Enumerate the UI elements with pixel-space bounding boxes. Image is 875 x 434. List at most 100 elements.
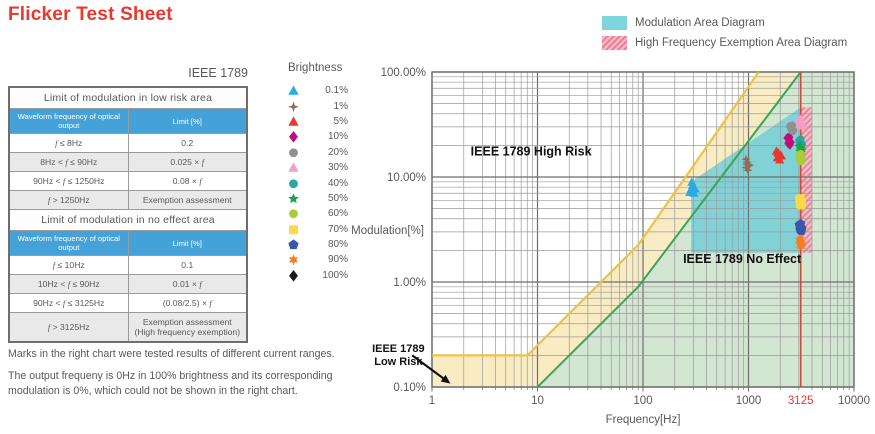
data-point xyxy=(796,140,806,150)
data-point xyxy=(741,162,751,173)
x-tick-label: 3125 xyxy=(788,395,814,407)
brightness-legend-value: 10% xyxy=(327,131,348,143)
area-legend: Modulation Area Diagram High Frequency Ex… xyxy=(602,16,847,56)
data-point xyxy=(796,138,805,147)
series-20pct xyxy=(786,121,798,135)
data-point xyxy=(798,140,807,149)
frequency-cell: f ≤ 10Hz xyxy=(8,255,129,275)
frequency-cell: f > 3125Hz xyxy=(8,312,129,343)
series-10pct xyxy=(783,131,795,150)
data-point xyxy=(795,146,805,156)
data-point xyxy=(786,122,795,131)
data-point xyxy=(785,131,794,143)
annotation-arrow xyxy=(411,354,449,383)
data-point xyxy=(686,184,696,193)
brightness-legend-item: 1% xyxy=(286,98,350,113)
y-tick-label: 1.00% xyxy=(393,277,426,289)
data-point xyxy=(788,121,797,130)
data-point xyxy=(797,142,806,151)
frequency-cell: 10Hz < f ≤ 90Hz xyxy=(8,274,129,294)
data-point xyxy=(773,148,783,157)
x-axis-title: Frequency[Hz] xyxy=(606,414,681,426)
table-row: 10Hz < f ≤ 90Hz 0.01 × f xyxy=(8,274,248,294)
limit-cell: Exemption assessment (High frequency exem… xyxy=(127,312,248,343)
data-point xyxy=(796,237,805,247)
x-tick-label: 100 xyxy=(633,395,652,407)
data-point xyxy=(783,132,792,144)
notes: Marks in the right chart were tested res… xyxy=(8,347,360,405)
brightness-legend: Brightness 0.1% 1% 5% 10% 20% 30% 40% 50% 60% 70%… xyxy=(286,62,350,283)
brightness-legend-title: Brightness xyxy=(288,62,343,74)
column-header-cell: Limit [%] xyxy=(127,108,248,134)
brightness-legend-value: 90% xyxy=(327,254,348,266)
data-point xyxy=(786,137,795,148)
marker-glyph xyxy=(288,162,299,172)
data-point xyxy=(797,119,807,128)
table-row: Waveform frequency of optical output Limi… xyxy=(8,108,248,134)
brightness-legend-item: 30% xyxy=(286,160,350,175)
limit-cell: 0.01 × f xyxy=(127,274,248,294)
brightness-legend-value: 5% xyxy=(333,115,348,127)
brightness-marker-diamond-icon xyxy=(289,269,298,282)
data-point xyxy=(796,149,805,158)
brightness-marker-triangle-icon xyxy=(288,116,299,126)
data-point xyxy=(796,143,806,153)
data-point xyxy=(796,221,806,231)
series-80pct xyxy=(794,218,807,235)
frequency-cell: f > 1250Hz xyxy=(8,190,129,210)
frequency-cell: 8Hz < f ≤ 90Hz xyxy=(8,152,129,172)
data-point xyxy=(771,146,781,155)
series-5pct xyxy=(771,146,786,164)
data-point xyxy=(741,154,751,164)
brightness-marker-pentagon-icon xyxy=(288,239,299,250)
brightness-legend-item: 60% xyxy=(286,206,350,221)
data-point xyxy=(690,184,700,193)
hf-exemption-area xyxy=(800,107,812,253)
brightness-legend-item: 90% xyxy=(286,252,350,267)
brightness-marker-diamond-icon xyxy=(289,131,298,143)
data-point xyxy=(787,124,795,133)
limit-cell: 0.1 xyxy=(127,255,248,275)
data-point xyxy=(772,153,782,162)
series-60pct xyxy=(795,149,807,166)
x-tick-label: 10 xyxy=(531,395,544,407)
x-tick-label: 10000 xyxy=(838,395,870,407)
hf-exemption-area-swatch-icon xyxy=(602,36,627,50)
area-legend-label: Modulation Area Diagram xyxy=(635,17,765,29)
brightness-legend-item: 0.1% xyxy=(286,83,350,98)
table-row: 90Hz < f ≤ 3125Hz (0.08/2.5) × f xyxy=(8,293,248,313)
data-point xyxy=(787,124,796,132)
swatch-fill xyxy=(602,36,627,50)
series-30pct xyxy=(794,114,807,130)
limit-cell: 0.025 × f xyxy=(127,152,248,172)
series-70pct xyxy=(795,194,807,210)
data-point xyxy=(796,234,805,244)
data-point xyxy=(797,241,806,252)
table-row: f > 1250Hz Exemption assessment xyxy=(8,190,248,210)
data-point xyxy=(785,134,794,146)
brightness-legend-value: 50% xyxy=(327,192,348,204)
data-point xyxy=(789,125,798,134)
data-point xyxy=(797,223,807,233)
data-point xyxy=(784,138,793,149)
brightness-legend-value: 20% xyxy=(327,146,348,158)
data-point xyxy=(796,197,805,206)
brightness-legend-item: 20% xyxy=(286,145,350,160)
low-risk-area xyxy=(432,72,801,387)
data-point xyxy=(785,139,794,150)
y-tick-label: 100.00% xyxy=(381,67,426,79)
data-point xyxy=(794,115,804,124)
annotation-text: IEEE 1789 Low Risk xyxy=(372,343,425,368)
marker-glyph xyxy=(289,209,298,219)
brightness-legend-item: 5% xyxy=(286,114,350,129)
brightness-legend-items: 0.1% 1% 5% 10% 20% 30% 40% 50% 60% 70% 80% 90% 100% xyxy=(286,83,350,283)
brightness-legend-item: 100% xyxy=(286,268,350,283)
brightness-legend-item: 40% xyxy=(286,175,350,190)
data-point xyxy=(742,159,752,169)
column-header-cell: Waveform frequency of optical output xyxy=(8,108,129,134)
brightness-legend-value: 40% xyxy=(327,177,348,189)
marker-glyph xyxy=(289,269,298,282)
y-tick-label: 0.10% xyxy=(393,382,426,394)
y-tick-label: 10.00% xyxy=(387,172,426,184)
table-row: Limit of modulation in low risk area xyxy=(8,86,248,109)
